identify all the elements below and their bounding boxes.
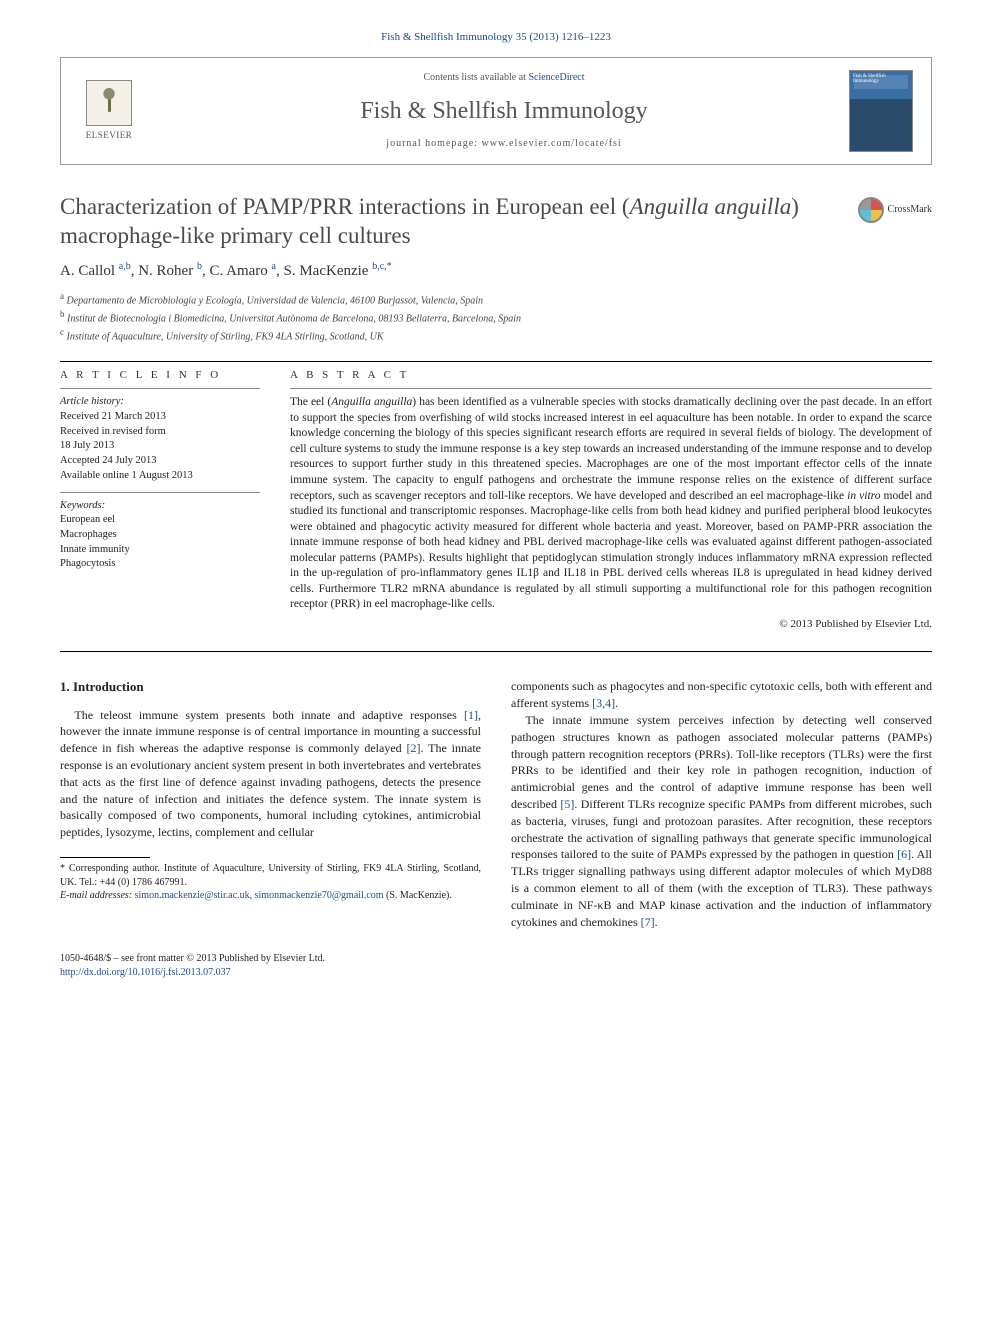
abstract-label: A B S T R A C T <box>290 368 932 383</box>
email-label: E-mail addresses: <box>60 890 132 901</box>
info-abstract-row: A R T I C L E I N F O Article history: R… <box>60 368 932 632</box>
citation-link[interactable]: [1] <box>464 708 478 722</box>
abstract-column: A B S T R A C T The eel (Anguilla anguil… <box>290 368 932 632</box>
elsevier-label: ELSEVIER <box>86 129 133 141</box>
email-link-1[interactable]: simon.mackenzie@stir.ac.uk, simonmackenz… <box>135 890 384 901</box>
keyword-line: Macrophages <box>60 528 260 543</box>
issn-line: 1050-4648/$ – see front matter © 2013 Pu… <box>60 952 932 966</box>
history-line: Accepted 24 July 2013 <box>60 454 260 469</box>
affiliation-line: a Departamento de Microbiología y Ecolog… <box>60 290 932 308</box>
copyright-line: © 2013 Published by Elsevier Ltd. <box>290 617 932 632</box>
rule-above-info <box>60 361 932 362</box>
contents-available-line: Contents lists available at ScienceDirec… <box>159 71 849 85</box>
footnote-separator <box>60 857 150 858</box>
bottom-metadata: 1050-4648/$ – see front matter © 2013 Pu… <box>60 952 932 979</box>
citation-link[interactable]: [2] <box>407 741 421 755</box>
keyword-line: Innate immunity <box>60 543 260 558</box>
doi-link[interactable]: http://dx.doi.org/10.1016/j.fsi.2013.07.… <box>60 967 231 978</box>
homepage-line: journal homepage: www.elsevier.com/locat… <box>159 137 849 151</box>
title-row: Characterization of PAMP/PRR interaction… <box>60 193 932 251</box>
history-line: Received in revised form <box>60 425 260 440</box>
authors-line: A. Callol a,b, N. Roher b, C. Amaro a, S… <box>60 260 932 281</box>
journal-reference: Fish & Shellfish Immunology 35 (2013) 12… <box>60 30 932 45</box>
email-person: (S. MacKenzie). <box>386 890 452 901</box>
history-line: Received 21 March 2013 <box>60 410 260 425</box>
header-center: Contents lists available at ScienceDirec… <box>159 71 849 150</box>
email-line: E-mail addresses: simon.mackenzie@stir.a… <box>60 889 481 903</box>
affiliation-line: b Institut de Biotecnologia i Biomedicin… <box>60 308 932 326</box>
intro-para-2: components such as phagocytes and non-sp… <box>511 678 932 712</box>
citation-link[interactable]: [3,4] <box>592 696 615 710</box>
intro-para-3: The innate immune system perceives infec… <box>511 712 932 930</box>
sciencedirect-link[interactable]: ScienceDirect <box>528 72 584 83</box>
body-two-column: 1. Introduction The teleost immune syste… <box>60 678 932 930</box>
title-part1: Characterization of PAMP/PRR interaction… <box>60 194 630 219</box>
article-title: Characterization of PAMP/PRR interaction… <box>60 193 838 251</box>
article-info-column: A R T I C L E I N F O Article history: R… <box>60 368 260 632</box>
crossmark-icon <box>858 197 884 223</box>
affiliation-line: c Institute of Aquaculture, University o… <box>60 326 932 344</box>
section-heading-intro: 1. Introduction <box>60 678 481 696</box>
history-line: Available online 1 August 2013 <box>60 469 260 484</box>
article-info-label: A R T I C L E I N F O <box>60 368 260 383</box>
homepage-prefix: journal homepage: <box>386 138 481 149</box>
rule-below-abstract <box>60 651 932 652</box>
crossmark-label: CrossMark <box>888 203 932 217</box>
corresponding-author: * Corresponding author. Institute of Aqu… <box>60 862 481 889</box>
elsevier-tree-icon <box>86 80 132 126</box>
keyword-line: European eel <box>60 513 260 528</box>
citation-link[interactable]: [5] <box>560 797 574 811</box>
crossmark-badge[interactable]: CrossMark <box>858 197 932 223</box>
affiliations-block: a Departamento de Microbiología y Ecolog… <box>60 290 932 345</box>
title-species-italic: Anguilla anguilla <box>630 194 792 219</box>
keywords-block: Keywords: European eelMacrophagesInnate … <box>60 493 260 580</box>
history-label: Article history: <box>60 395 260 410</box>
citation-link[interactable]: [7] <box>641 915 655 929</box>
keyword-line: Phagocytosis <box>60 557 260 572</box>
keywords-label: Keywords: <box>60 499 260 514</box>
journal-name: Fish & Shellfish Immunology <box>159 95 849 127</box>
abstract-text: The eel (Anguilla anguilla) has been ide… <box>290 389 932 612</box>
citation-link[interactable]: [6] <box>897 847 911 861</box>
cover-title-text: Fish & Shellfish Immunology <box>853 74 912 85</box>
footnotes-block: * Corresponding author. Institute of Aqu… <box>60 862 481 903</box>
journal-header-box: ELSEVIER Contents lists available at Sci… <box>60 57 932 165</box>
journal-cover-thumbnail[interactable]: Fish & Shellfish Immunology <box>849 70 913 152</box>
elsevier-logo[interactable]: ELSEVIER <box>79 76 139 146</box>
intro-para-1: The teleost immune system presents both … <box>60 707 481 841</box>
contents-prefix: Contents lists available at <box>423 72 528 83</box>
history-block: Article history: Received 21 March 2013R… <box>60 389 260 491</box>
homepage-url[interactable]: www.elsevier.com/locate/fsi <box>482 138 622 149</box>
history-line: 18 July 2013 <box>60 439 260 454</box>
